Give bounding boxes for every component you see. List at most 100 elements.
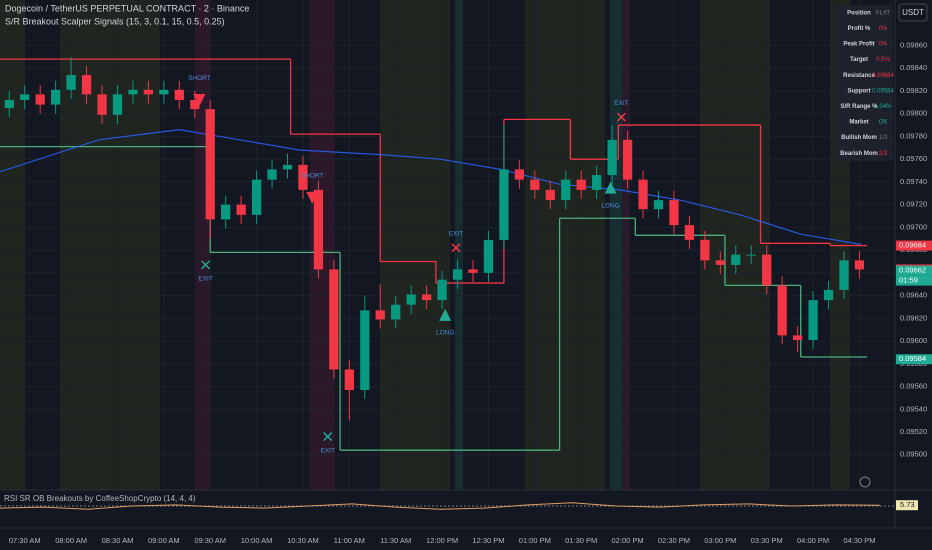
band (700, 0, 770, 490)
y-tick-label: 0.09860 (900, 40, 927, 49)
info-value: 2/3 (879, 151, 888, 157)
price-label-box (896, 354, 932, 365)
candle-body (174, 89, 184, 101)
y-tick-label: 0.09520 (900, 427, 927, 436)
candle-body (715, 260, 725, 265)
candle-body (514, 169, 525, 180)
info-value: 0% (879, 26, 888, 32)
candle-body (669, 200, 679, 226)
y-tick-label: 0.09760 (900, 154, 927, 163)
candle-body (190, 100, 200, 110)
signal-marker (323, 432, 333, 442)
x-tick-label: 03:30 PM (751, 536, 783, 545)
price-label-box (896, 240, 932, 251)
countdown-box (896, 275, 932, 286)
chart-subtitle: S/R Breakout Scalper Signals (15, 3, 0.1… (5, 16, 225, 26)
x-tick-label: 07:30 AM (9, 536, 41, 545)
oscillator-value: 5.73 (900, 500, 915, 509)
x-tick-label: 08:00 AM (55, 536, 87, 545)
x-tick-label: 11:30 AM (380, 536, 411, 545)
band (610, 0, 622, 490)
ema-line (0, 128, 862, 245)
info-label: Peak Profit (843, 42, 874, 48)
candle-body (823, 289, 834, 301)
candle-body (97, 94, 107, 115)
candle-body (854, 260, 865, 270)
info-table (835, 5, 893, 161)
candle-body (622, 139, 633, 180)
candle-body (391, 304, 401, 320)
band (380, 0, 450, 490)
candle-body (576, 179, 586, 190)
candle-body (684, 225, 695, 240)
y-tick-label: 0.09800 (900, 109, 927, 118)
candle-body (112, 94, 123, 115)
x-tick-label: 11:00 AM (334, 536, 365, 545)
candle-body (545, 189, 555, 201)
band (60, 0, 160, 490)
band (0, 0, 25, 490)
info-label: Bearish Mom (840, 151, 878, 157)
currency-button-label[interactable]: USDT (902, 8, 924, 17)
band (622, 0, 630, 490)
candle-body (808, 300, 818, 340)
candle-body (298, 164, 308, 190)
candle-body (839, 260, 849, 290)
candle-body (777, 285, 787, 336)
currency-button[interactable] (898, 3, 928, 22)
info-label: S/R Range % (840, 104, 878, 110)
candle-body (236, 204, 246, 215)
candle-body (35, 94, 45, 105)
signal-label: EXIT (614, 100, 628, 107)
candle-body (468, 269, 478, 273)
candle-body (159, 89, 169, 95)
signal-label: EXIT (198, 276, 212, 283)
signal-marker (451, 243, 461, 253)
info-value: FLAT (876, 10, 891, 16)
info-label: Target (850, 57, 868, 63)
countdown: 01:59 (899, 276, 918, 285)
candle-body (607, 139, 617, 176)
info-label: Market (849, 120, 868, 126)
info-value: 0.09584 (872, 88, 894, 94)
price-label: 0.09684 (899, 241, 926, 250)
signal-marker (604, 181, 617, 194)
x-tick-label: 03:00 PM (704, 536, 736, 545)
y-tick-label: 0.09720 (900, 200, 927, 209)
info-value: 1/3 (879, 135, 888, 141)
price-label-box (896, 265, 932, 276)
candle-body (700, 239, 710, 261)
candle-body (128, 89, 138, 95)
candle-body (762, 254, 772, 286)
x-tick-label: 02:30 PM (658, 536, 690, 545)
info-value: 0.5% (876, 57, 890, 63)
candle-body (437, 279, 447, 301)
candle-body (20, 94, 30, 101)
candle-body (282, 164, 293, 170)
info-value: 0% (879, 42, 888, 48)
signal-label: EXIT (449, 231, 463, 238)
y-tick-label: 0.09500 (900, 450, 927, 459)
band (195, 0, 210, 490)
replay-icon[interactable] (859, 476, 871, 488)
candle-body (638, 179, 648, 210)
candle-body (4, 100, 14, 109)
candle-body (746, 254, 756, 256)
y-tick-label: 0.09700 (900, 222, 927, 231)
oscillator-line (0, 502, 881, 510)
signal-label: LONG (601, 202, 619, 209)
candle-body (313, 189, 324, 270)
candle-body (81, 75, 92, 95)
signal-marker (616, 112, 626, 122)
band (525, 0, 605, 490)
x-tick-label: 01:30 PM (565, 536, 597, 545)
info-value: 1.04% (874, 104, 892, 110)
info-value: 0.09684 (872, 73, 894, 79)
info-label: Bullish Mom (841, 135, 877, 141)
signal-label: EXIT (320, 447, 334, 454)
candle-body (421, 294, 432, 301)
candle-body (66, 75, 76, 90)
